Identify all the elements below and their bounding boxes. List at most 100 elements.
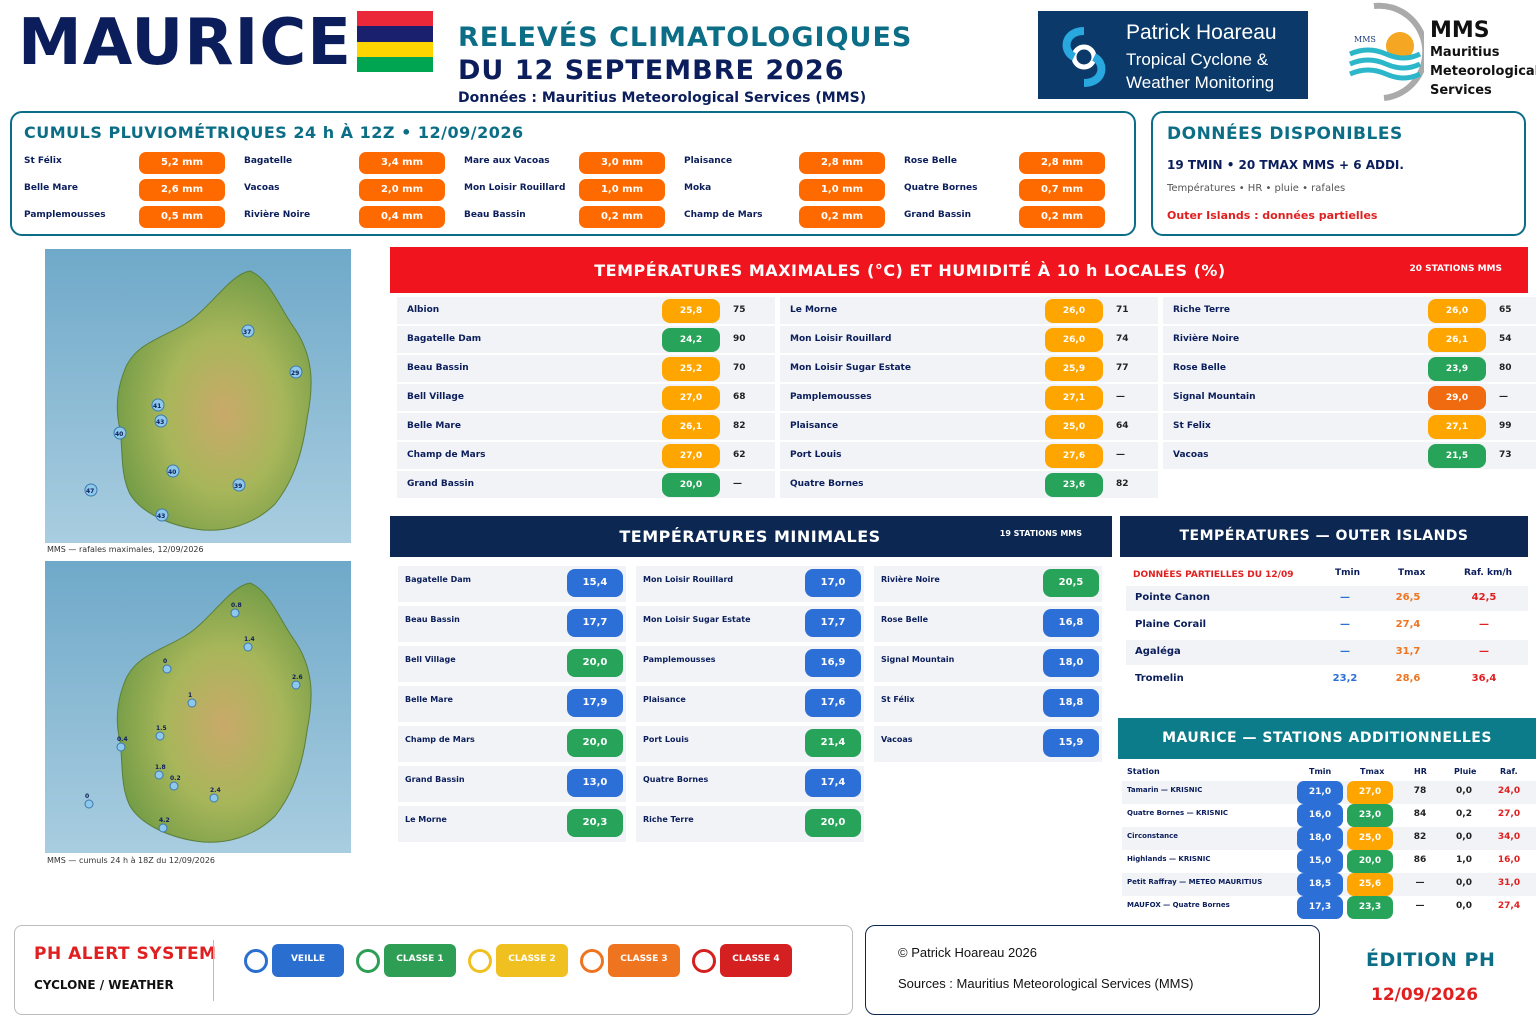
rain-value-pill: 2,8 mm (799, 152, 885, 174)
tmax-row: Port Louis 27,6 — (780, 442, 1158, 469)
mms-logo: MMS (1344, 2, 1429, 102)
humidity-value: 62 (733, 450, 746, 460)
tmin-row: Rivière Noire 20,5 (874, 566, 1102, 602)
tmin-value-pill: 21,4 (805, 729, 861, 757)
map-label: 0 (85, 793, 89, 800)
tmax-value-pill: 23,6 (1045, 473, 1103, 497)
gust-marker: 37 (241, 324, 255, 338)
rain-map-caption: MMS — cumuls 24 h à 18Z du 12/09/2026 (47, 856, 216, 865)
map-label: 1.8 (155, 764, 166, 771)
outer-island-name: Agaléga (1135, 646, 1181, 657)
data-availability-panel (1151, 111, 1526, 236)
tmax-value-pill: 27,0 (662, 386, 720, 410)
tmax-row: Pamplemousses 27,1 — (780, 384, 1158, 411)
additional-tmax-pill: 25,6 (1347, 873, 1393, 896)
tmax-station-name: Signal Mountain (1173, 392, 1256, 402)
gust-marker: 41 (151, 398, 165, 412)
tmin-station-name: St Félix (881, 695, 915, 704)
tmax-row: Rose Belle 23,9 80 (1163, 355, 1536, 382)
additional-col-header: Pluie (1454, 767, 1477, 776)
rain-value-pill: 3,0 mm (579, 152, 665, 174)
outer-tmax: 27,4 (1395, 619, 1421, 630)
rain-station-name: Belle Mare (24, 183, 78, 193)
tmin-station-name: Mon Loisir Sugar Estate (643, 615, 751, 624)
tmin-row: Mon Loisir Rouillard 17,0 (636, 566, 864, 602)
outer-col-tmax: Tmax (1398, 568, 1426, 578)
rain-value-pill: 2,6 mm (139, 179, 225, 201)
humidity-value: 74 (1116, 334, 1129, 344)
alert-class-label: VEILLE (272, 944, 344, 977)
tmin-value-pill: 15,9 (1043, 729, 1099, 757)
rain-value-pill: 2,8 mm (1019, 152, 1105, 174)
additional-hr: 82 (1413, 832, 1427, 842)
rainfall-title: CUMULS PLUVIOMÉTRIQUES 24 h À 12Z • 12/0… (24, 123, 524, 142)
rain-drop-marker: 4.2 (158, 817, 170, 833)
rain-station-name: St Félix (24, 156, 62, 166)
tmin-station-name: Champ de Mars (405, 735, 475, 744)
tmin-station-name: Grand Bassin (405, 775, 465, 784)
tmin-station-name: Rose Belle (881, 615, 929, 624)
tmax-station-name: Rose Belle (1173, 363, 1226, 373)
tmin-value-pill: 17,7 (567, 609, 623, 637)
map-label: 1.4 (244, 636, 255, 643)
additional-pluie: 1,0 (1456, 855, 1472, 865)
tmax-value-pill: 26,0 (1045, 328, 1103, 352)
tmax-value-pill: 23,9 (1428, 357, 1486, 381)
tmin-value-pill: 15,4 (567, 569, 623, 597)
tmax-station-name: Quatre Bornes (790, 479, 864, 489)
gust-marker: 43 (155, 508, 169, 522)
tmax-station-name: Le Morne (790, 305, 838, 315)
alert-ring-icon (692, 949, 716, 973)
tmax-value-pill: 25,2 (662, 357, 720, 381)
tmax-value-pill: 27,6 (1045, 444, 1103, 468)
tmax-value-pill: 27,1 (1045, 386, 1103, 410)
copyright: © Patrick Hoareau 2026 (898, 945, 1037, 960)
tmax-value-pill: 26,0 (1045, 299, 1103, 323)
tmax-value-pill: 25,8 (662, 299, 720, 323)
additional-row: MAUFOX — Quatre Bornes 17,3 23,3 — 0,0 27,4 (1122, 896, 1536, 919)
tmax-row: Champ de Mars 27,0 62 (397, 442, 775, 469)
additional-tmax-pill: 23,0 (1347, 804, 1393, 827)
additional-tmax-pill: 27,0 (1347, 781, 1393, 804)
gust-marker: 39 (232, 478, 246, 492)
humidity-value: 65 (1499, 305, 1512, 315)
rain-drop-marker: 1.5 (155, 725, 167, 741)
tmax-row: Plaisance 25,0 64 (780, 413, 1158, 440)
outer-tmin: — (1340, 619, 1350, 630)
tmax-value-pill: 29,0 (1428, 386, 1486, 410)
tmin-row: Vacoas 15,9 (874, 726, 1102, 762)
outer-islands-header: TEMPÉRATURES — OUTER ISLANDS (1120, 516, 1528, 557)
tmin-row: Pamplemousses 16,9 (636, 646, 864, 682)
map-label: 1 (188, 692, 192, 699)
gust-marker: 40 (113, 426, 127, 440)
alert-title: PH ALERT SYSTEM (34, 944, 217, 964)
humidity-value: 54 (1499, 334, 1512, 344)
edition-date: 12/09/2026 (1371, 985, 1479, 1005)
rain-value-pill: 3,4 mm (359, 152, 445, 174)
alert-panel (14, 925, 853, 1015)
tmax-station-name: Pamplemousses (790, 392, 872, 402)
tmin-value-pill: 17,6 (805, 689, 861, 717)
outer-raf: — (1479, 619, 1489, 630)
tmin-value-pill: 17,9 (567, 689, 623, 717)
humidity-value: 75 (733, 305, 746, 315)
additional-raf: 34,0 (1497, 832, 1521, 842)
tmax-row: Rivière Noire 26,1 54 (1163, 326, 1536, 353)
tmax-station-name: St Felix (1173, 421, 1211, 431)
gust-marker: 29 (289, 365, 303, 379)
tmax-header: TEMPÉRATURES MAXIMALES (°C) ET HUMIDITÉ … (390, 247, 1528, 293)
additional-tmin-pill: 16,0 (1297, 804, 1343, 827)
tmin-row: Belle Mare 17,9 (398, 686, 626, 722)
tmin-row: Plaisance 17,6 (636, 686, 864, 722)
tmax-value-pill: 21,5 (1428, 444, 1486, 468)
tmin-row: Quatre Bornes 17,4 (636, 766, 864, 802)
rain-value-pill: 0,2 mm (799, 206, 885, 228)
tmax-station-name: Grand Bassin (407, 479, 475, 489)
additional-row: Quatre Bornes — KRISNIC 16,0 23,0 84 0,2 27,0 (1122, 804, 1536, 827)
outer-col-raf: Raf. km/h (1464, 568, 1513, 578)
rain-map: 0.8 1.4 0 2.6 1 1.5 0.4 1.8 0.2 2.4 0 4.2 (45, 561, 351, 853)
humidity-value: — (1116, 450, 1125, 460)
outer-island-row: Tromelin 23,2 28,6 36,4 (1126, 667, 1528, 692)
rain-value-pill: 1,0 mm (579, 179, 665, 201)
tmax-row: Signal Mountain 29,0 — (1163, 384, 1536, 411)
